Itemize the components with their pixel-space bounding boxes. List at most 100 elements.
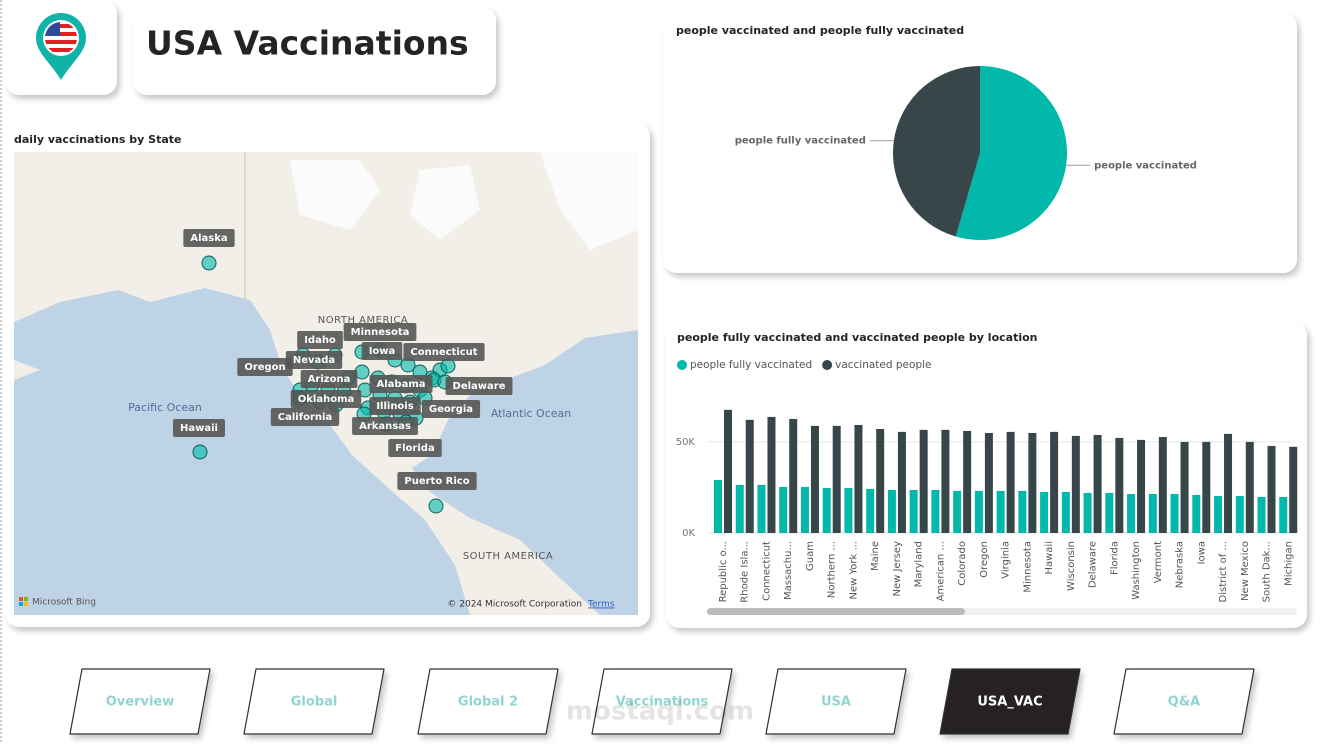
- bar: [1245, 441, 1254, 533]
- slice-label: people vaccinated: [1094, 160, 1197, 171]
- legend-label: vaccinated people: [835, 359, 931, 371]
- x-tick-label: Washington: [1131, 541, 1142, 600]
- map-credit: Microsoft Bing: [32, 598, 96, 608]
- usa-pin-icon: [36, 13, 86, 81]
- bar: [800, 486, 809, 533]
- bar: [724, 409, 732, 533]
- bar: [866, 488, 875, 533]
- nav-button[interactable]: Q&A: [1113, 668, 1255, 735]
- nav-button-shape: [591, 668, 733, 735]
- bar: [1257, 496, 1266, 533]
- x-tick-label: Republic o...: [718, 541, 729, 602]
- bar: [789, 418, 798, 533]
- map-label: Oregon: [244, 362, 285, 373]
- nav-button[interactable]: Vaccinations: [591, 668, 733, 735]
- x-tick-label: Nebraska: [1175, 541, 1186, 588]
- nav-button-label: Global: [291, 695, 338, 710]
- map-label-box: [352, 417, 418, 435]
- map-label: Illinois: [376, 401, 413, 412]
- nav-button[interactable]: USA_VAC: [939, 668, 1081, 735]
- state-bubble: [201, 255, 217, 271]
- bar: [1192, 494, 1201, 533]
- map-label-box: [445, 377, 513, 395]
- bar: [714, 479, 722, 533]
- nav-button-label: Vaccinations: [616, 695, 709, 710]
- bar: [1028, 432, 1037, 533]
- x-tick-label: Minnesota: [1022, 541, 1033, 593]
- nav-button[interactable]: Global: [243, 668, 385, 735]
- dashboard-title: USA Vaccinations: [146, 24, 469, 63]
- bar: [810, 425, 819, 533]
- bar: [745, 419, 754, 533]
- x-tick-label: Massachu...: [783, 541, 794, 600]
- map-label-box: [183, 229, 235, 247]
- map-label-box: [369, 397, 421, 415]
- bar: [1050, 431, 1059, 533]
- bar: [953, 490, 962, 533]
- bar: [767, 416, 776, 533]
- x-tick-label: Maine: [870, 541, 881, 571]
- scrollbar-thumb: [707, 608, 965, 615]
- ocean-label: Pacific Ocean: [128, 401, 202, 414]
- map-label-box: [361, 342, 403, 360]
- map-label: Connecticut: [410, 347, 477, 358]
- bar: [1137, 439, 1146, 533]
- bar: [1071, 435, 1080, 533]
- bar: [963, 430, 972, 533]
- map-label-box: [270, 408, 340, 426]
- x-tick-label: Florida: [1109, 541, 1120, 575]
- map-label-box: [173, 419, 225, 437]
- x-tick-label: Northern ...: [827, 541, 838, 598]
- nav-button-label: Global 2: [458, 695, 518, 710]
- bar: [735, 484, 744, 533]
- x-tick-label: Michigan: [1283, 541, 1294, 586]
- bar: [931, 490, 940, 533]
- nav-button-label: Overview: [106, 695, 175, 710]
- bar: [941, 429, 950, 533]
- map-label: Arizona: [308, 374, 351, 385]
- map-label: Delaware: [453, 381, 506, 392]
- bar: [1267, 445, 1276, 533]
- x-tick-label: Wisconsin: [1066, 541, 1077, 591]
- bar: [1224, 433, 1233, 533]
- x-tick-label: Rhode Isla...: [740, 541, 751, 603]
- map-label-box: [403, 343, 485, 361]
- x-tick-label: Oregon: [979, 541, 990, 578]
- bar: [1006, 431, 1015, 533]
- x-tick-label: New York ...: [848, 541, 859, 600]
- map-label: Idaho: [304, 335, 336, 346]
- nav-button[interactable]: Global 2: [417, 668, 559, 735]
- bar: [1148, 494, 1157, 533]
- map-label-box: [285, 351, 343, 369]
- nav-button-label: Q&A: [1168, 695, 1200, 710]
- bar: [919, 429, 928, 533]
- x-tick-label: South Dak...: [1262, 541, 1273, 602]
- map-label-box: [421, 400, 481, 418]
- bar: [887, 490, 896, 533]
- x-tick-label: Connecticut: [761, 541, 772, 601]
- bar: [897, 431, 906, 533]
- nav-button-shape: [69, 668, 211, 735]
- bar: [876, 428, 885, 533]
- map-title: daily vaccinations by State: [14, 133, 182, 146]
- x-tick-label: New Jersey: [892, 541, 903, 597]
- x-tick-label: Colorado: [957, 541, 968, 586]
- nav-button[interactable]: Overview: [69, 668, 211, 735]
- nav-button[interactable]: USA: [765, 668, 907, 735]
- map-label-box: [369, 375, 433, 393]
- bar: [757, 484, 766, 533]
- bar: [1202, 441, 1211, 533]
- bar: [1040, 492, 1049, 533]
- map-label: Minnesota: [351, 327, 410, 338]
- bar: [1158, 436, 1167, 533]
- bar: [832, 425, 841, 533]
- map-label-box: [343, 323, 417, 341]
- map-label: Hawaii: [180, 423, 218, 434]
- map-terms[interactable]: Terms: [587, 600, 615, 610]
- bar: [1214, 496, 1223, 533]
- bar: [1170, 494, 1179, 533]
- map-label-box: [237, 358, 293, 376]
- x-tick-label: Delaware: [1088, 541, 1099, 588]
- map-label-box: [397, 472, 477, 490]
